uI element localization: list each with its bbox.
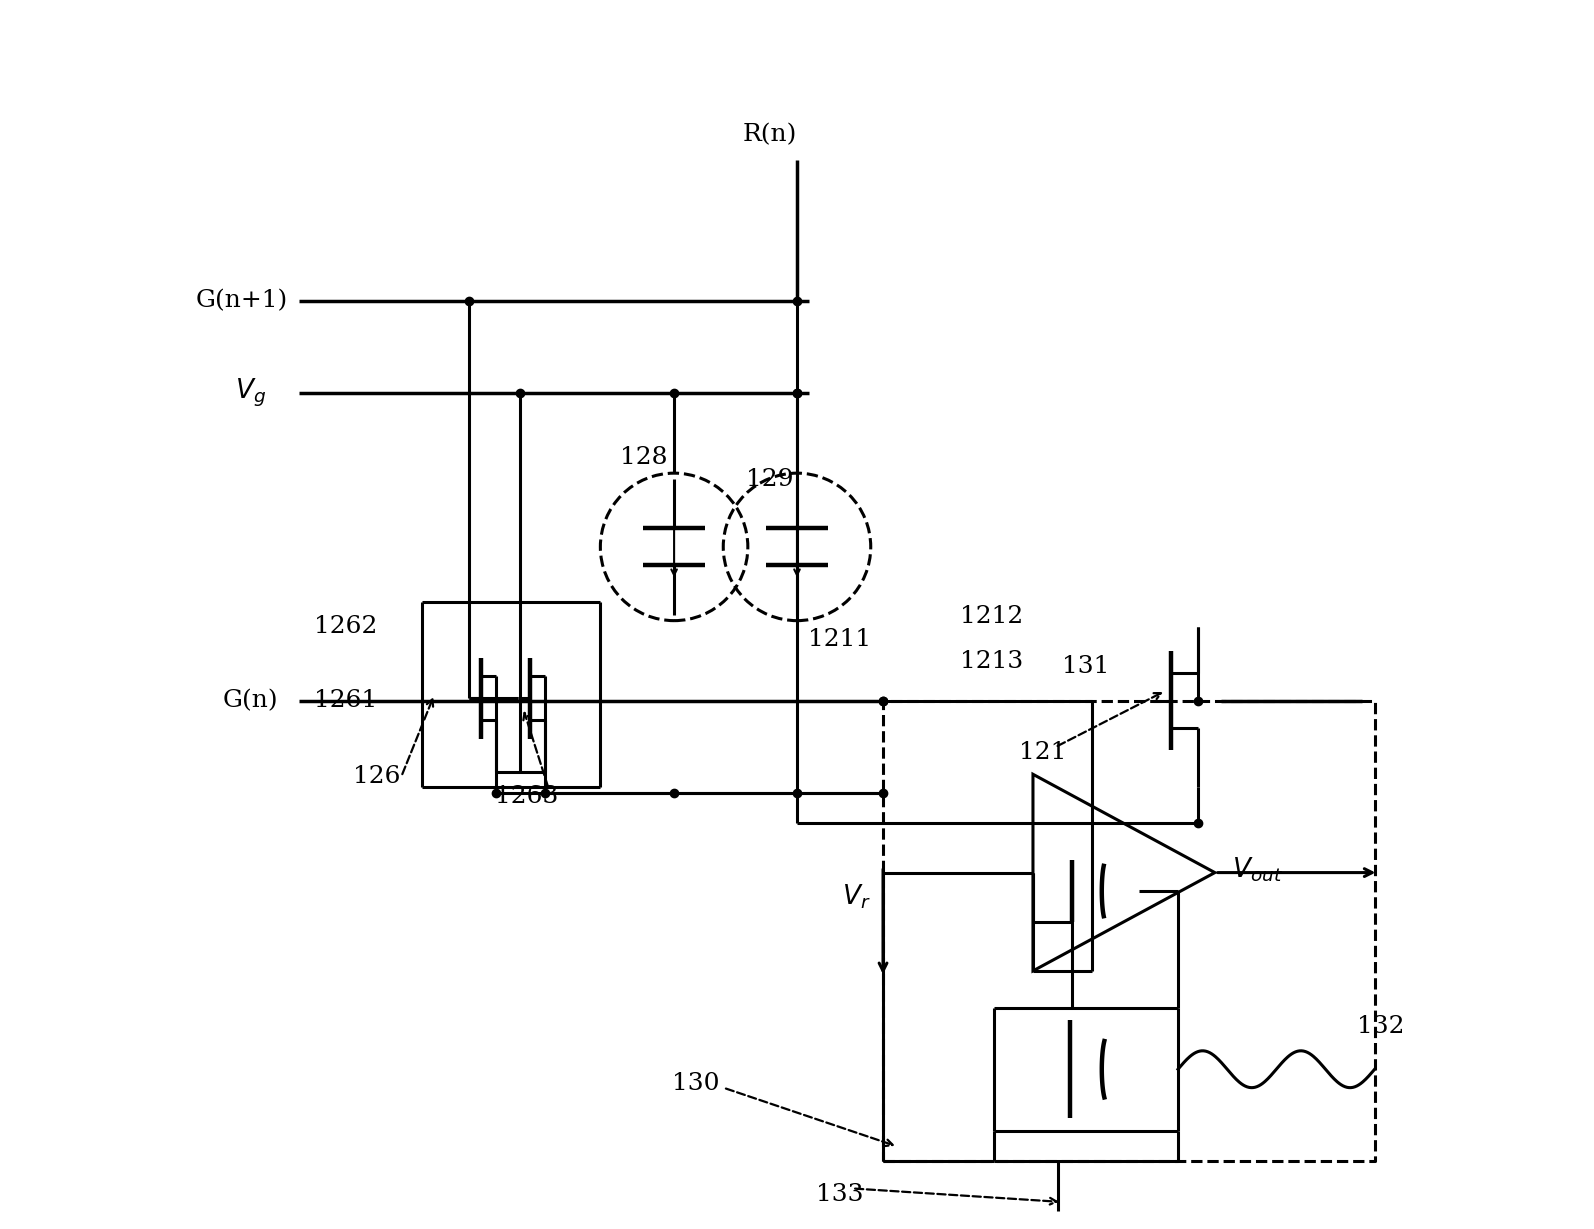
Text: $V_g$: $V_g$ [234,377,266,409]
Text: 131: 131 [1062,655,1109,677]
Text: R(n): R(n) [743,124,797,146]
Text: G(n): G(n) [222,689,277,712]
Text: 133: 133 [816,1184,864,1206]
Text: 1211: 1211 [808,628,872,650]
Text: 1261: 1261 [314,689,378,712]
Text: 1263: 1263 [494,785,558,807]
Text: 129: 129 [746,468,794,490]
Text: 1212: 1212 [960,606,1023,628]
Text: 130: 130 [673,1073,720,1095]
Text: 132: 132 [1356,1015,1404,1037]
Text: 1213: 1213 [960,650,1023,672]
Text: 128: 128 [620,446,668,468]
Text: G(n+1): G(n+1) [196,290,287,312]
Text: 121: 121 [1019,741,1066,763]
Text: 126: 126 [352,766,400,788]
Text: $V_r$: $V_r$ [842,882,870,912]
Text: $V_{out}$: $V_{out}$ [1232,855,1283,885]
Text: 1262: 1262 [314,616,378,638]
